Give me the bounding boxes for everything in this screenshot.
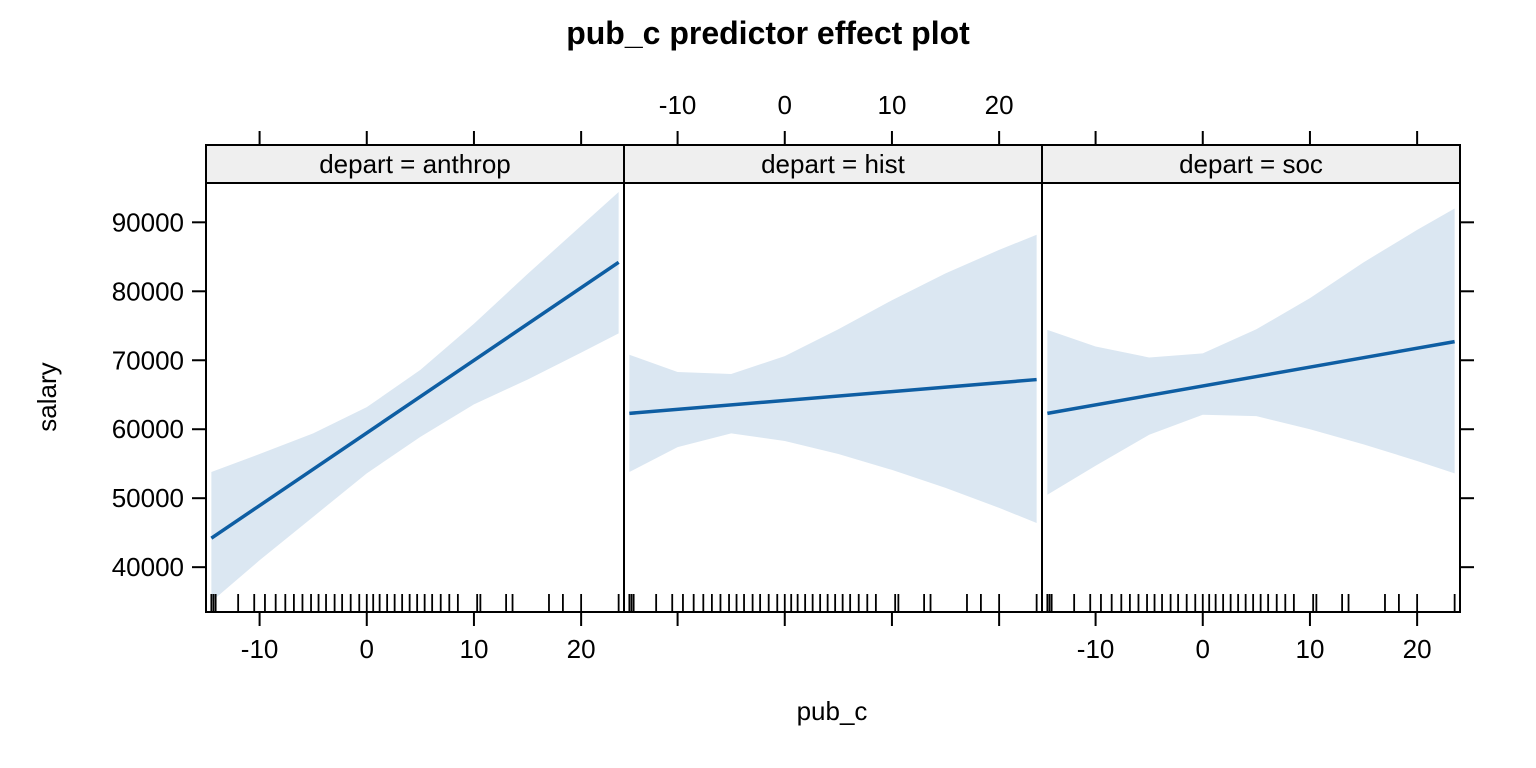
x-tick-label: 10 [877, 90, 906, 120]
fit-line [210, 260, 620, 540]
fit-line [1047, 339, 1455, 416]
x-tick-label: 10 [1295, 634, 1324, 664]
rug [210, 594, 620, 612]
panel-0: depart = anthrop [205, 144, 625, 613]
chart-title: pub_c predictor effect plot [566, 15, 970, 51]
y-tick-label: 70000 [112, 345, 184, 375]
y-tick-label: 40000 [112, 552, 184, 582]
y-tick-label: 60000 [112, 414, 184, 444]
strip-1 [623, 144, 1043, 184]
confidence-band [629, 234, 1037, 524]
panels-group: depart = anthrop depart = hist depart = so… [205, 144, 1461, 613]
fit-line [629, 377, 1037, 416]
x-axis-label: pub_c [797, 696, 868, 726]
y-tick-label: 90000 [112, 207, 184, 237]
x-tick-label: 20 [985, 90, 1014, 120]
x-tick-label: 20 [1403, 634, 1432, 664]
strip-0 [205, 144, 625, 184]
strip-2 [1041, 144, 1461, 184]
strip-label: depart = soc [1179, 149, 1323, 179]
x-tick-label: -10 [241, 634, 279, 664]
x-tick-label: 0 [778, 90, 792, 120]
y-tick-label: 80000 [112, 276, 184, 306]
panel-1: depart = hist [623, 144, 1043, 613]
confidence-band [211, 191, 619, 602]
x-axis: -10 0 10 20 -10 0 10 20 -10 0 10 20 [241, 90, 1432, 664]
strip-label: depart = anthrop [319, 149, 511, 179]
strip-label: depart = hist [761, 149, 906, 179]
x-tick-label: 20 [567, 634, 596, 664]
rug [1046, 594, 1456, 612]
panel-border [1041, 182, 1461, 613]
x-tick-label: 10 [459, 634, 488, 664]
x-tick-label: -10 [659, 90, 697, 120]
x-tick-label: -10 [1077, 634, 1115, 664]
x-tick-label: 0 [1196, 634, 1210, 664]
confidence-band [1047, 208, 1455, 495]
y-tick-label: 50000 [112, 483, 184, 513]
y-axis-label: salary [32, 362, 62, 431]
rug [628, 594, 1038, 612]
panel-2: depart = soc [1041, 144, 1461, 613]
x-tick-label: 0 [360, 634, 374, 664]
y-axis: 40000 50000 60000 70000 80000 90000 [112, 207, 1474, 582]
